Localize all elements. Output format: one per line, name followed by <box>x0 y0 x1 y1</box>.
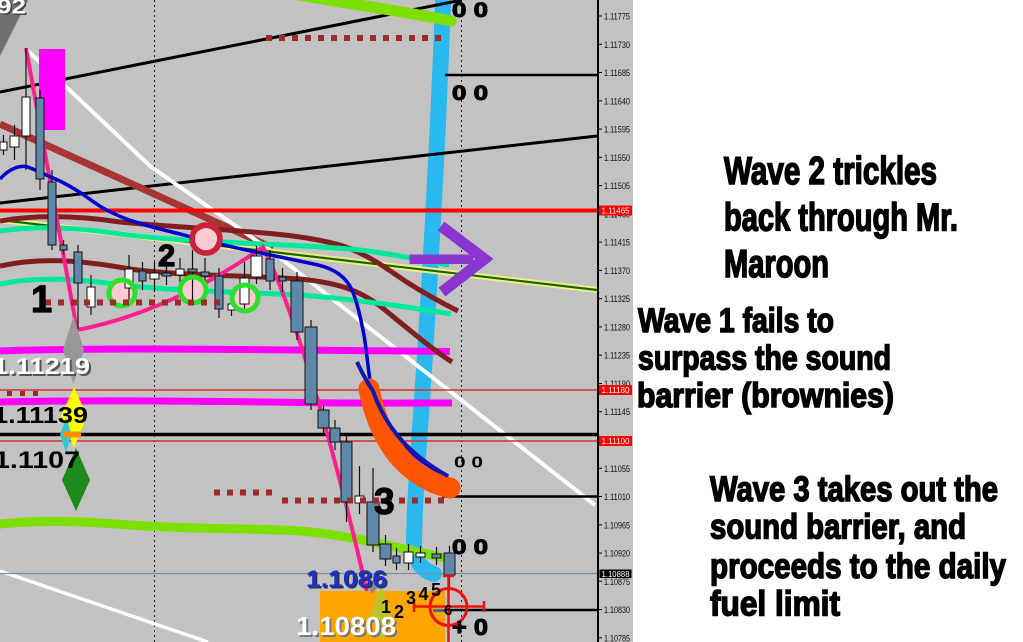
svg-text:1.1086: 1.1086 <box>306 566 387 593</box>
svg-text:3: 3 <box>374 481 395 522</box>
svg-text:1.10888: 1.10888 <box>602 570 631 579</box>
svg-text:0 0: 0 0 <box>452 82 488 105</box>
svg-text:1.11139: 1.11139 <box>0 402 88 428</box>
svg-text:1.11640: 1.11640 <box>604 96 630 106</box>
svg-text:surpass the sound: surpass the sound <box>638 340 891 378</box>
svg-text:2: 2 <box>394 602 404 622</box>
svg-text:1.11685: 1.11685 <box>604 68 630 78</box>
svg-text:1.11219: 1.11219 <box>0 355 92 381</box>
svg-text:1.11145: 1.11145 <box>604 407 630 417</box>
svg-text:92: 92 <box>0 0 26 19</box>
svg-text:1.11055: 1.11055 <box>604 464 630 474</box>
svg-text:1.10830: 1.10830 <box>604 605 630 615</box>
svg-text:1.11505: 1.11505 <box>604 181 630 191</box>
svg-text:1.1086: 1.1086 <box>308 568 389 595</box>
svg-text:1.11595: 1.11595 <box>604 125 630 135</box>
svg-text:0 0: 0 0 <box>452 0 488 22</box>
svg-text:back through Mr.: back through Mr. <box>724 197 958 240</box>
svg-text:1.11100: 1.11100 <box>602 436 630 446</box>
svg-text:1.11775: 1.11775 <box>604 12 630 22</box>
svg-text:1.11415: 1.11415 <box>604 238 630 248</box>
svg-text:5: 5 <box>431 580 441 600</box>
svg-text:1.11280: 1.11280 <box>604 322 630 332</box>
svg-text:Wave 2 trickles: Wave 2 trickles <box>724 150 937 193</box>
svg-text:1.1107: 1.1107 <box>0 447 80 474</box>
svg-text:1: 1 <box>31 279 52 321</box>
svg-text:1.11219: 1.11219 <box>0 353 90 379</box>
svg-text:1.11190: 1.11190 <box>604 379 630 389</box>
svg-text:1: 1 <box>381 597 391 617</box>
svg-text:1.11370: 1.11370 <box>604 266 630 276</box>
svg-text:1.10920: 1.10920 <box>604 549 630 559</box>
svg-text:1.10808: 1.10808 <box>298 613 398 642</box>
svg-text:1.11465: 1.11465 <box>602 206 630 216</box>
svg-text:0 0: 0 0 <box>452 536 488 559</box>
svg-text:Maroon: Maroon <box>724 243 829 286</box>
svg-text:1.10965: 1.10965 <box>604 520 630 530</box>
svg-text:1.11550: 1.11550 <box>604 153 630 163</box>
svg-text:proceeds to the daily: proceeds to the daily <box>710 547 1006 586</box>
svg-text:1.10808: 1.10808 <box>296 611 396 641</box>
svg-text:1.10875: 1.10875 <box>604 577 630 587</box>
svg-text:4: 4 <box>419 584 429 604</box>
svg-text:1.10785: 1.10785 <box>604 633 630 642</box>
svg-text:fuel limit: fuel limit <box>710 585 840 624</box>
svg-text:3: 3 <box>406 588 416 608</box>
svg-text:1.11730: 1.11730 <box>604 40 630 50</box>
svg-text:1.11235: 1.11235 <box>604 351 630 361</box>
svg-text:6: 6 <box>444 602 452 619</box>
svg-text:Wave 1 fails to: Wave 1 fails to <box>638 302 834 340</box>
svg-text:+ 0: + 0 <box>452 614 488 640</box>
svg-text:Wave 3 takes out the: Wave 3 takes out the <box>710 470 998 509</box>
svg-text:1.11180: 1.11180 <box>602 385 630 395</box>
svg-text:1.11325: 1.11325 <box>604 294 630 304</box>
svg-text:0 0: 0 0 <box>454 455 483 472</box>
svg-text:barrier (brownies): barrier (brownies) <box>637 377 894 415</box>
svg-text:1.11010: 1.11010 <box>604 492 630 502</box>
svg-text:sound barrier, and: sound barrier, and <box>710 508 966 547</box>
svg-text:92: 92 <box>0 0 27 20</box>
svg-text:2: 2 <box>158 238 175 273</box>
